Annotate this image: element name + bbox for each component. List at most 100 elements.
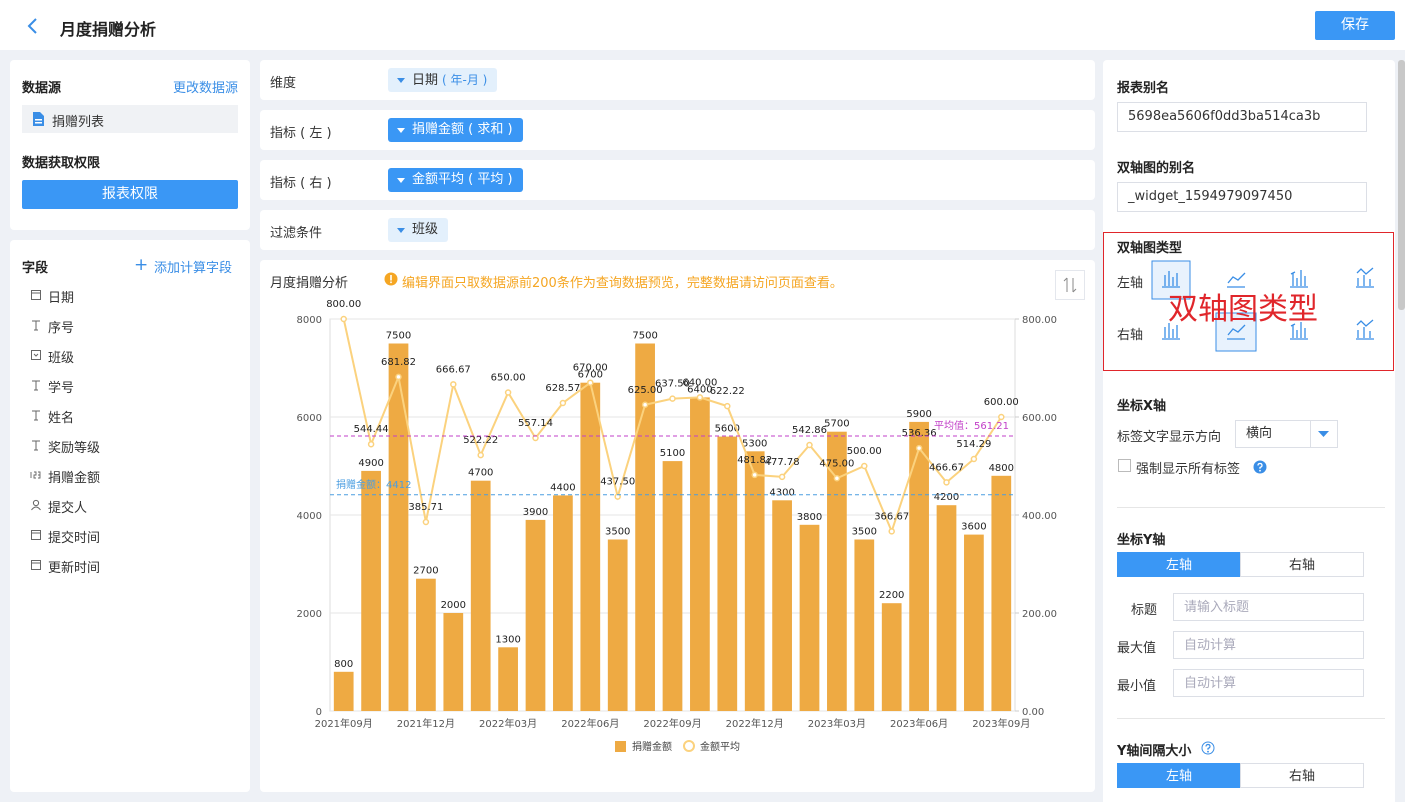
- label: 报表别名: [1117, 81, 1170, 96]
- field-item[interactable]: 学号: [48, 381, 75, 396]
- line-point: [833, 475, 841, 482]
- field-chip[interactable]: 金额平均 ( 平均 ): [388, 168, 523, 192]
- field-item[interactable]: 班级: [48, 351, 75, 366]
- tab[interactable]: 右轴: [1240, 552, 1364, 577]
- report-alias-input[interactable]: 5698ea5606f0dd3ba514ca3b: [1117, 102, 1367, 132]
- line-point: [614, 493, 621, 500]
- field-item[interactable]: 姓名: [48, 411, 75, 426]
- line-point: [724, 402, 731, 410]
- line-point: [998, 413, 1005, 421]
- bar: [964, 534, 984, 711]
- field-icon: [32, 410, 40, 421]
- tab[interactable]: 右轴: [1240, 763, 1364, 788]
- bar-label: 5600: [715, 424, 740, 435]
- line-point: [340, 315, 347, 323]
- bar-label: 4400: [550, 482, 575, 493]
- field-item[interactable]: 提交人: [48, 501, 88, 516]
- bar-label: 4900: [358, 458, 383, 469]
- tab[interactable]: 左轴: [1117, 763, 1241, 788]
- permission-button[interactable]: 报表权限: [22, 180, 238, 209]
- x-tick-label: 2022年03月: [479, 717, 537, 730]
- back-button[interactable]: [26, 17, 40, 35]
- line-point: [559, 399, 567, 407]
- bar-label: 7500: [632, 331, 657, 342]
- annotation: 双轴图类型: [1168, 292, 1318, 327]
- field-chip[interactable]: 捐赠金额 ( 求和 ): [388, 118, 523, 142]
- bar: [909, 421, 929, 711]
- line-point: [806, 441, 813, 449]
- config-row: [260, 160, 1095, 200]
- legend-swatch: [683, 740, 695, 752]
- label: 左轴: [1117, 276, 1144, 291]
- header: [0, 0, 1405, 50]
- field-icon: [31, 499, 41, 511]
- swap-button[interactable]: [1055, 270, 1085, 300]
- bar: [744, 451, 765, 711]
- bar: [635, 343, 655, 711]
- max-input[interactable]: 自动计算: [1173, 631, 1364, 659]
- row-label: 过滤条件: [270, 226, 323, 241]
- field-item[interactable]: 日期: [48, 291, 75, 306]
- label: 双轴图类型: [1117, 241, 1183, 256]
- bar: [525, 519, 546, 711]
- line-label: 522.22: [463, 435, 498, 446]
- bar-label: 4700: [468, 468, 493, 479]
- row-label: 指标 ( 右 ): [270, 176, 332, 191]
- line-point: [395, 373, 402, 381]
- field-item[interactable]: 提交时间: [48, 531, 101, 546]
- scrollbar[interactable]: [1398, 60, 1405, 310]
- line-label: 557.14: [518, 418, 553, 429]
- table-name: 捐赠列表: [52, 115, 105, 130]
- field-item[interactable]: 更新时间: [48, 561, 101, 576]
- field-item[interactable]: 捐赠金额: [48, 471, 101, 486]
- mark-line-label: 平均值：561.21: [934, 419, 1009, 432]
- label: Y轴间隔大小: [1117, 744, 1192, 759]
- line-label: 670.00: [573, 363, 608, 374]
- line-point: [422, 518, 430, 526]
- chart-type-icons[interactable]: [1150, 258, 1390, 354]
- field-chip[interactable]: 班级: [388, 218, 449, 242]
- label: 双轴图的别名: [1117, 161, 1196, 176]
- save-button[interactable]: 保存: [1315, 11, 1395, 40]
- field-icon: [31, 290, 41, 300]
- x-tick-label: 2022年06月: [561, 717, 619, 730]
- line-point: [477, 451, 484, 459]
- title-input[interactable]: 请输入标题: [1173, 593, 1364, 621]
- label: 最大值: [1117, 641, 1157, 656]
- widget-alias-input[interactable]: _widget_1594979097450: [1117, 182, 1367, 212]
- label: 标题: [1131, 603, 1158, 618]
- line-point: [641, 401, 649, 408]
- tab[interactable]: 左轴: [1117, 552, 1241, 577]
- chip-note: ( 年-月 ): [442, 73, 488, 87]
- checkbox[interactable]: [1118, 459, 1131, 472]
- table-row[interactable]: [22, 105, 238, 133]
- bar: [498, 647, 518, 711]
- label: 标签文字显示方向: [1117, 430, 1222, 445]
- min-input[interactable]: 自动计算: [1173, 669, 1364, 697]
- bar: [799, 524, 820, 711]
- select-arrow[interactable]: [1310, 421, 1337, 447]
- label: 坐标Y轴: [1117, 533, 1166, 548]
- help-icon[interactable]: [1253, 460, 1267, 474]
- line-label: 625.00: [628, 385, 663, 396]
- add-field[interactable]: 添加计算字段: [154, 261, 233, 276]
- field-chip[interactable]: 日期( 年-月 ): [388, 68, 498, 92]
- line-point: [970, 455, 978, 463]
- field-item[interactable]: 序号: [48, 321, 75, 336]
- line-label: 800.00: [326, 300, 361, 310]
- field-icon: [30, 471, 41, 479]
- label: 右轴: [1117, 328, 1144, 343]
- doc-icon: [33, 112, 44, 126]
- bar: [416, 578, 436, 711]
- change-source[interactable]: 更改数据源: [172, 81, 238, 96]
- row-label: 维度: [270, 76, 297, 91]
- bar: [470, 480, 491, 711]
- bar-label: 6400: [687, 384, 712, 395]
- line-label: 600.00: [984, 397, 1019, 408]
- help-icon[interactable]: [1201, 741, 1215, 755]
- line-label: 544.44: [354, 424, 389, 435]
- field-item[interactable]: 奖励等级: [48, 441, 101, 456]
- line-label: 500.00: [847, 446, 882, 457]
- divider: [1117, 507, 1385, 508]
